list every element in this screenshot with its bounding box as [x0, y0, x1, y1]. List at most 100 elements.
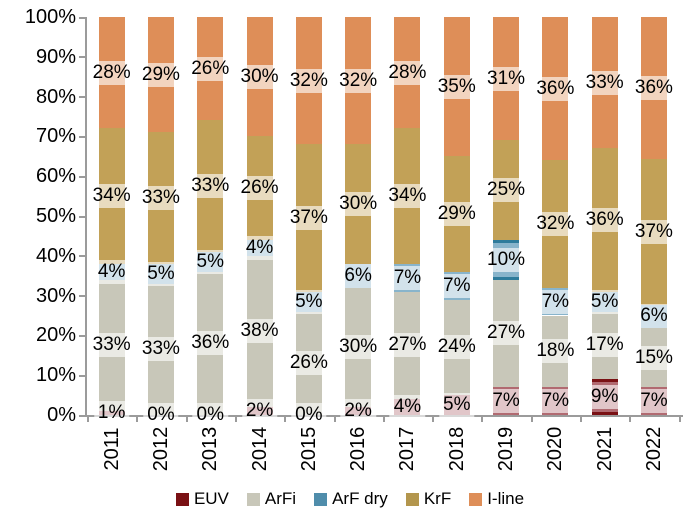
y-axis-label: 0% [47, 404, 76, 426]
y-axis-line [85, 17, 87, 417]
legend-label: EUV [193, 489, 229, 508]
data-label: 26% [187, 56, 234, 81]
x-axis-label: 2018 [445, 426, 468, 472]
data-label: 5% [192, 249, 228, 274]
x-axis-tick [87, 417, 89, 422]
data-label: 27% [483, 321, 530, 346]
y-axis-label: 100% [24, 6, 76, 28]
data-label: 6% [340, 263, 376, 288]
y-axis-tick [79, 255, 86, 258]
data-label: 29% [137, 62, 184, 87]
data-label: 36% [532, 76, 579, 101]
data-label: 4% [93, 259, 130, 284]
y-axis-tick [79, 135, 86, 138]
x-axis-tick [481, 417, 484, 422]
legend: EUV ArFi ArF dry KrF I-line [0, 489, 700, 509]
data-label: 36% [630, 75, 677, 100]
data-label: 34% [88, 184, 135, 209]
data-label: 4% [241, 235, 278, 260]
legend-swatch [175, 492, 189, 506]
x-axis-label: 2022 [642, 426, 665, 472]
data-label: 5% [586, 289, 623, 314]
data-label: 7% [537, 289, 574, 314]
data-label: 2% [241, 399, 278, 424]
x-axis-tick [234, 417, 237, 422]
legend-label: KrF [423, 489, 452, 508]
y-axis-tick [79, 96, 86, 99]
data-label: 36% [581, 207, 628, 232]
legend-label: ArFi [264, 489, 297, 508]
data-label: 7% [389, 265, 426, 290]
data-label: 28% [384, 60, 431, 85]
x-axis-tick [432, 417, 435, 422]
x-axis-line [85, 415, 683, 417]
data-label: 37% [630, 219, 677, 244]
y-axis-label: 10% [35, 364, 76, 387]
data-label: 24% [433, 335, 480, 360]
y-axis-tick [79, 414, 86, 417]
x-axis-tick [678, 417, 681, 422]
data-label: 15% [630, 345, 677, 370]
legend-item-i-line: I-line [469, 489, 524, 509]
data-label: 26% [236, 176, 283, 201]
x-axis-tick [185, 417, 188, 422]
x-axis-label: 2021 [593, 426, 616, 472]
x-axis-label: 2011 [100, 427, 123, 471]
x-axis-label: 2015 [297, 426, 320, 472]
x-axis-label: 2016 [347, 426, 370, 472]
data-label: 28% [88, 60, 135, 85]
legend-label: ArF dry [332, 489, 388, 508]
x-axis-tick [333, 417, 336, 422]
x-axis-label: 2013 [199, 426, 222, 472]
x-axis-label: 2012 [149, 426, 172, 472]
data-label: 37% [285, 205, 332, 230]
data-label: 32% [285, 68, 332, 93]
data-label: 5% [291, 289, 327, 314]
data-label: 0% [291, 403, 327, 427]
data-label: 2% [340, 399, 376, 424]
data-label: 33% [187, 174, 234, 199]
data-label: 1% [93, 401, 130, 425]
data-label: 5% [439, 393, 475, 418]
data-label: 6% [636, 304, 672, 329]
legend-item-krf: KrF [405, 489, 452, 509]
y-axis-tick [79, 56, 86, 59]
y-axis-tick [79, 175, 86, 178]
data-label: 30% [335, 335, 382, 360]
legend-label: I-line [487, 489, 525, 508]
x-axis-label: 2017 [396, 426, 419, 472]
y-axis-label: 90% [35, 45, 76, 68]
legend-item-euv: EUV [175, 489, 229, 509]
y-axis-tick [79, 215, 86, 218]
data-label: 31% [483, 66, 530, 91]
y-axis-tick [79, 334, 86, 337]
x-axis-label: 2014 [248, 426, 271, 472]
data-label: 30% [335, 192, 382, 217]
data-label: 25% [483, 178, 530, 203]
x-axis-label: 2020 [544, 426, 567, 472]
data-label: 35% [433, 74, 480, 99]
data-label: 0% [143, 403, 179, 427]
data-label: 7% [537, 389, 574, 414]
data-label: 18% [532, 339, 579, 364]
data-label: 34% [384, 184, 431, 209]
data-label: 33% [88, 333, 135, 358]
data-label: 30% [236, 64, 283, 89]
y-axis-label: 40% [35, 244, 76, 267]
y-axis-tick [79, 16, 86, 19]
data-label: 33% [581, 70, 628, 95]
data-label: 38% [236, 319, 283, 344]
data-label: 32% [335, 68, 382, 93]
x-axis-tick [284, 417, 287, 422]
legend-item-arf-dry: ArF dry [314, 489, 388, 509]
y-axis-label: 70% [35, 125, 76, 148]
data-label: 9% [586, 385, 623, 410]
x-axis-tick [629, 417, 632, 422]
x-axis-label: 2019 [495, 426, 518, 472]
data-label: 32% [532, 211, 579, 236]
y-axis-label: 60% [35, 165, 76, 188]
data-label: 0% [192, 403, 228, 427]
data-label: 7% [439, 273, 475, 298]
data-label: 33% [137, 186, 184, 211]
